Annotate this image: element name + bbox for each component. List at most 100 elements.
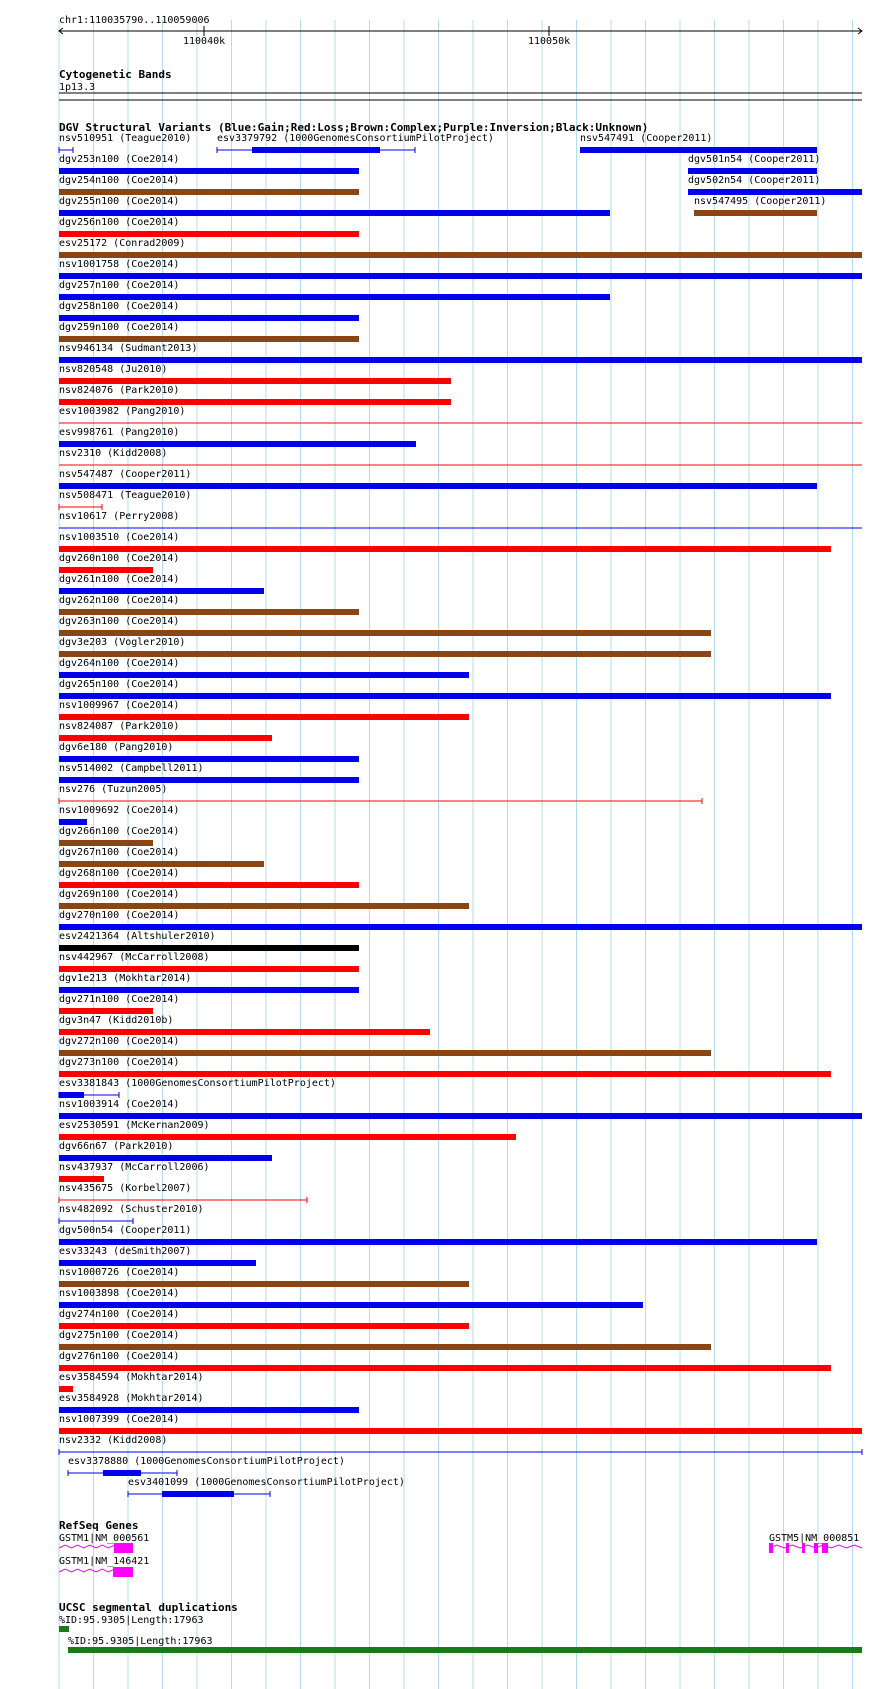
dgv-feature-bar[interactable] xyxy=(59,924,862,930)
dgv-feature-bar[interactable] xyxy=(59,567,153,573)
refseq-gene-exon xyxy=(786,1543,789,1553)
dgv-feature-bar[interactable] xyxy=(59,1407,359,1413)
dgv-feature-bar[interactable] xyxy=(59,903,469,909)
dgv-feature-bar[interactable] xyxy=(59,756,359,762)
dgv-feature-bar[interactable] xyxy=(59,336,359,342)
dgv-feature-bar[interactable] xyxy=(59,861,264,867)
dgv-feature-label: dgv259n100 (Coe2014) xyxy=(59,322,179,333)
ruler-position-label: chr1:110035790..110059006 xyxy=(59,15,210,26)
dgv-feature-bar[interactable] xyxy=(59,315,359,321)
dgv-feature-label: esv3584928 (Mokhtar2014) xyxy=(59,1393,204,1404)
dgv-feature-label: esv2421364 (Altshuler2010) xyxy=(59,931,216,942)
dgv-feature-bar[interactable] xyxy=(59,168,359,174)
refseq-gene-label: GSTM1|NM_146421 xyxy=(59,1556,149,1567)
dgv-feature-bar[interactable] xyxy=(59,735,272,741)
dgv-feature-label: dgv258n100 (Coe2014) xyxy=(59,301,179,312)
dgv-feature-bar[interactable] xyxy=(59,378,451,384)
refseq-gene-exon xyxy=(814,1543,818,1553)
dgv-feature-bar[interactable] xyxy=(694,210,817,216)
dgv-track[interactable]: DGV Structural Variants (Blue:Gain;Red:L… xyxy=(58,121,863,1497)
dgv-feature-bar[interactable] xyxy=(59,1344,711,1350)
dgv-feature-bar[interactable] xyxy=(59,546,831,552)
dgv-feature-bar[interactable] xyxy=(59,252,862,258)
dgv-feature-bar[interactable] xyxy=(59,777,359,783)
dgv-feature-bar[interactable] xyxy=(59,966,359,972)
dgv-feature-bar[interactable] xyxy=(59,1281,469,1287)
dgv-feature-label: dgv255n100 (Coe2014) xyxy=(59,196,179,207)
dgv-feature-label: dgv276n100 (Coe2014) xyxy=(59,1351,179,1362)
dgv-feature-bar[interactable] xyxy=(688,189,862,195)
dgv-feature-bar[interactable] xyxy=(59,1008,153,1014)
dgv-feature-bar[interactable] xyxy=(59,714,469,720)
dgv-feature-label: dgv269n100 (Coe2014) xyxy=(59,889,179,900)
dgv-feature-label: dgv275n100 (Coe2014) xyxy=(59,1330,179,1341)
dgv-feature-label: dgv3e203 (Vogler2010) xyxy=(59,637,185,648)
dgv-feature-bar[interactable] xyxy=(59,819,87,825)
dgv-feature-bar[interactable] xyxy=(59,693,831,699)
cytoband-band-label: 1p13.3 xyxy=(59,82,95,93)
dgv-feature-bar[interactable] xyxy=(59,1029,430,1035)
dgv-feature-label: nsv514002 (Campbell2011) xyxy=(59,763,204,774)
dgv-feature-label: dgv271n100 (Coe2014) xyxy=(59,994,179,1005)
dgv-feature-bar[interactable] xyxy=(59,399,451,405)
segdup-label: %ID:95.9305|Length:17963 xyxy=(68,1636,213,1647)
dgv-feature-bar[interactable] xyxy=(59,1323,469,1329)
dgv-feature-bar[interactable] xyxy=(59,1302,643,1308)
dgv-feature-bar[interactable] xyxy=(59,483,817,489)
dgv-feature-label: nsv442967 (McCarroll2008) xyxy=(59,952,210,963)
dgv-feature-label: nsv547495 (Cooper2011) xyxy=(694,196,826,207)
cytoband-track[interactable]: Cytogenetic Bands 1p13.3 xyxy=(59,68,862,101)
dgv-feature-label: esv25172 (Conrad2009) xyxy=(59,238,185,249)
dgv-feature-bar[interactable] xyxy=(59,294,610,300)
dgv-feature-label: nsv1009967 (Coe2014) xyxy=(59,700,179,711)
cytoband-track-title: Cytogenetic Bands xyxy=(59,68,172,81)
dgv-feature-bar[interactable] xyxy=(688,168,817,174)
dgv-feature-label: dgv273n100 (Coe2014) xyxy=(59,1057,179,1068)
dgv-feature-bar[interactable] xyxy=(59,1260,256,1266)
segdup-bar[interactable] xyxy=(59,1626,69,1632)
dgv-feature-bar[interactable] xyxy=(59,1071,831,1077)
dgv-feature-bar[interactable] xyxy=(580,147,817,153)
dgv-feature-label: esv1003982 (Pang2010) xyxy=(59,406,185,417)
dgv-feature-label: dgv66n67 (Park2010) xyxy=(59,1141,173,1152)
dgv-feature-bar[interactable] xyxy=(59,1050,711,1056)
dgv-feature-bar[interactable] xyxy=(59,609,359,615)
dgv-feature-bar[interactable] xyxy=(59,441,416,447)
segdup-track[interactable]: UCSC segmental duplications %ID:95.9305|… xyxy=(59,1601,862,1653)
dgv-track-title: DGV Structural Variants (Blue:Gain;Red:L… xyxy=(59,121,648,134)
dgv-feature-bar[interactable] xyxy=(59,189,359,195)
dgv-feature-bar[interactable] xyxy=(59,231,359,237)
dgv-feature-label: nsv1001758 (Coe2014) xyxy=(59,259,179,270)
dgv-feature-bar[interactable] xyxy=(59,840,153,846)
dgv-feature-label: dgv254n100 (Coe2014) xyxy=(59,175,179,186)
dgv-feature-bar[interactable] xyxy=(59,210,610,216)
dgv-features: nsv510951 (Teague2010) esv3379792 (1000Ge… xyxy=(58,133,863,1497)
dgv-feature-bar[interactable] xyxy=(59,1239,817,1245)
dgv-feature-bar[interactable] xyxy=(59,1134,516,1140)
dgv-feature-label: dgv253n100 (Coe2014) xyxy=(59,154,179,165)
dgv-feature-bar[interactable] xyxy=(59,1155,272,1161)
refseq-gene-exon xyxy=(769,1543,773,1553)
dgv-feature-label: dgv267n100 (Coe2014) xyxy=(59,847,179,858)
dgv-feature-label: nsv10617 (Perry2008) xyxy=(59,511,179,522)
dgv-feature-bar[interactable] xyxy=(59,1113,862,1119)
dgv-feature-bar[interactable] xyxy=(59,1428,862,1434)
segdup-bar[interactable] xyxy=(68,1647,862,1653)
dgv-feature-bar[interactable] xyxy=(59,357,862,363)
dgv-feature-bar[interactable] xyxy=(59,1386,73,1392)
dgv-feature-bar[interactable] xyxy=(59,672,469,678)
dgv-feature-label: nsv2332 (Kidd2008) xyxy=(59,1435,167,1446)
dgv-feature-bar[interactable] xyxy=(59,987,359,993)
dgv-feature-label: esv3401099 (1000GenomesConsortiumPilotPr… xyxy=(128,1477,405,1488)
dgv-feature-bar[interactable] xyxy=(59,882,359,888)
refseq-track[interactable]: RefSeq Genes GSTM1|NM_000561 GSTM1|NM_146… xyxy=(58,1519,863,1577)
dgv-feature-label: nsv482092 (Schuster2010) xyxy=(59,1204,204,1215)
dgv-feature-bar[interactable] xyxy=(59,1176,104,1182)
dgv-feature-bar[interactable] xyxy=(59,1365,831,1371)
dgv-feature-bar[interactable] xyxy=(59,945,359,951)
dgv-feature-bar[interactable] xyxy=(59,273,862,279)
dgv-feature-bar[interactable] xyxy=(59,588,264,594)
dgv-feature-bar[interactable] xyxy=(59,630,711,636)
ruler[interactable]: chr1:110035790..110059006 110040k 110050… xyxy=(58,15,863,47)
dgv-feature-bar[interactable] xyxy=(59,651,711,657)
